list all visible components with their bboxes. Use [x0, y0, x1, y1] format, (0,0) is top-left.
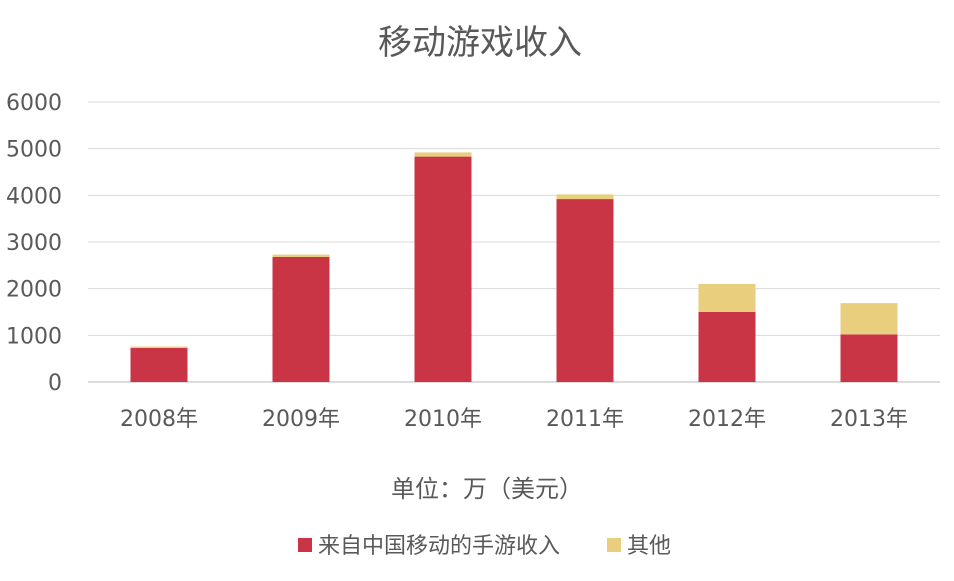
x-category-label: 2012年 — [688, 407, 766, 432]
y-tick-label: 5000 — [6, 138, 62, 163]
chart-title: 移动游戏收入 — [378, 23, 582, 63]
y-tick-label: 0 — [48, 371, 62, 396]
bar-other — [272, 254, 330, 257]
legend-swatch — [298, 538, 312, 552]
bar-china-mobile — [698, 312, 756, 382]
x-category-label: 2011年 — [546, 407, 624, 432]
x-category-label: 2008年 — [120, 407, 198, 432]
legend-label: 其他 — [627, 534, 671, 559]
bar-china-mobile — [272, 256, 330, 382]
y-tick-label: 2000 — [6, 278, 62, 303]
bar-china-mobile — [840, 334, 898, 382]
bar-other — [840, 303, 898, 335]
legend: 来自中国移动的手游收入 其他 — [298, 534, 671, 559]
bar-china-mobile — [414, 156, 472, 382]
bar-china-mobile — [556, 199, 614, 382]
bar-other — [414, 152, 472, 157]
y-tick-label: 6000 — [6, 91, 62, 116]
x-category-label: 2010年 — [404, 407, 482, 432]
x-axis-title: 单位：万（美元） — [391, 475, 583, 503]
bar-other — [130, 346, 188, 348]
legend-swatch — [607, 538, 621, 552]
x-category-label: 2009年 — [262, 407, 340, 432]
x-axis-category-labels: 2008年 2009年 2010年 2011年 2012年 2013年 — [120, 407, 908, 432]
bar-other — [698, 284, 756, 312]
legend-label: 来自中国移动的手游收入 — [318, 534, 560, 559]
gridlines — [88, 101, 940, 383]
bar-other — [556, 194, 614, 200]
bars — [130, 152, 898, 382]
x-category-label: 2013年 — [830, 407, 908, 432]
y-tick-label: 4000 — [6, 184, 62, 209]
y-tick-label: 3000 — [6, 231, 62, 256]
bar-china-mobile — [130, 347, 188, 382]
y-axis-tick-labels: 0 1000 2000 3000 4000 5000 6000 — [6, 91, 62, 396]
y-tick-label: 1000 — [6, 324, 62, 349]
